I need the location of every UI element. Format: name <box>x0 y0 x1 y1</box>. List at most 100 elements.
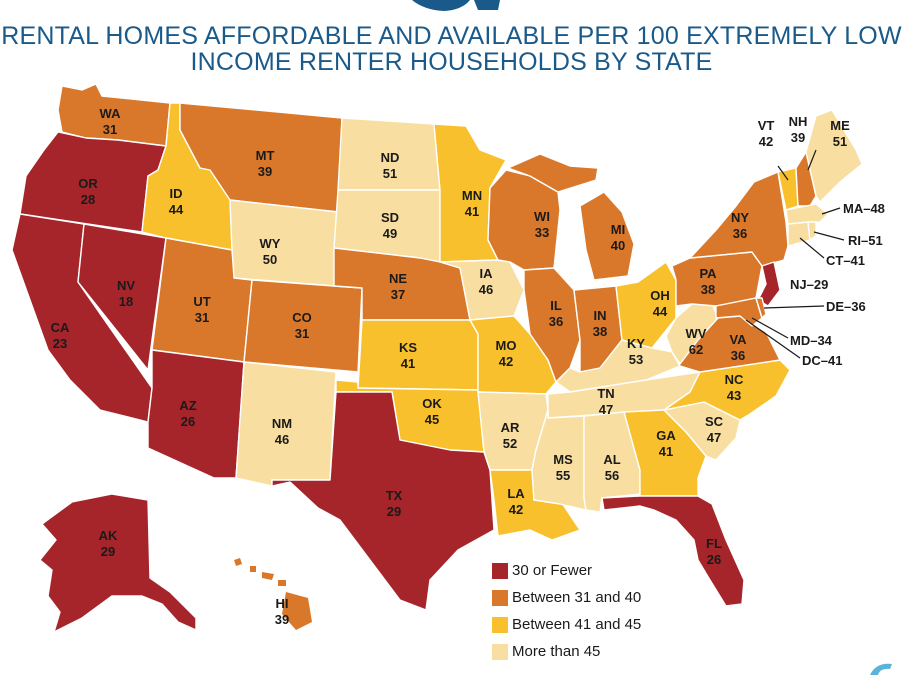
label-ne-value: 37 <box>391 287 405 302</box>
label-wv-value: 62 <box>689 342 703 357</box>
state-ri <box>807 221 817 241</box>
label-ks-value: 41 <box>401 356 415 371</box>
label-ny-value: 36 <box>733 226 747 241</box>
label-pa-value: 38 <box>701 282 715 297</box>
label-la-name: LA <box>507 486 525 501</box>
label-nm-value: 46 <box>275 432 289 447</box>
state-ct <box>787 221 811 247</box>
label-ak-name: AK <box>99 528 118 543</box>
state-co <box>243 279 363 373</box>
label-nd-value: 51 <box>383 166 397 181</box>
legend-label: 30 or Fewer <box>512 562 593 579</box>
legend-label: Between 41 and 45 <box>512 616 642 633</box>
label-la-value: 42 <box>509 502 523 517</box>
state-ak <box>39 493 197 633</box>
legend-swatch <box>492 617 508 633</box>
legend: 30 or Fewer Between 31 and 40 Between 41… <box>492 560 712 668</box>
legend-item-more-than-45: More than 45 <box>492 641 712 668</box>
legend-item-30-or-fewer: 30 or Fewer <box>492 560 712 587</box>
legend-swatch <box>492 563 508 579</box>
state-nj <box>757 261 781 307</box>
label-mn-name: MN <box>462 188 482 203</box>
corner-logo-fragment <box>870 663 892 675</box>
label-id-value: 44 <box>169 202 184 217</box>
legend-item-41-45: Between 41 and 45 <box>492 614 712 641</box>
label-ri: RI–51 <box>848 233 883 248</box>
state-ny <box>689 171 789 267</box>
label-mo-value: 42 <box>499 354 513 369</box>
label-vt-value: 42 <box>759 134 773 149</box>
state-tx <box>271 391 495 611</box>
label-ne-name: NE <box>389 271 407 286</box>
label-dc: DC–41 <box>802 353 842 368</box>
label-nv-value: 18 <box>119 294 133 309</box>
label-ma: MA–48 <box>843 201 885 216</box>
label-sc-value: 47 <box>707 430 721 445</box>
label-ut-name: UT <box>193 294 210 309</box>
label-ky-value: 53 <box>629 352 643 367</box>
label-nj: NJ–29 <box>790 277 828 292</box>
label-wi-value: 33 <box>535 225 549 240</box>
label-mt-name: MT <box>256 148 275 163</box>
state-hi <box>234 558 312 630</box>
leader-de <box>763 305 825 309</box>
label-me-name: ME <box>830 118 850 133</box>
label-nv-name: NV <box>117 278 135 293</box>
state-mi <box>579 191 635 281</box>
label-va-value: 36 <box>731 348 745 363</box>
label-md: MD–34 <box>790 333 833 348</box>
label-ut-value: 31 <box>195 310 209 325</box>
leader-md <box>751 317 789 339</box>
label-ar-name: AR <box>501 420 520 435</box>
label-nh-value: 39 <box>791 130 805 145</box>
label-nm-name: NM <box>272 416 292 431</box>
label-me-value: 51 <box>833 134 847 149</box>
label-nc-value: 43 <box>727 388 741 403</box>
label-in-value: 38 <box>593 324 607 339</box>
label-fl-value: 26 <box>707 552 721 567</box>
label-hi-name: HI <box>276 596 289 611</box>
leader-ri <box>813 231 845 241</box>
label-ny-name: NY <box>731 210 749 225</box>
label-oh-name: OH <box>650 288 670 303</box>
label-il-value: 36 <box>549 314 563 329</box>
label-nd-name: ND <box>381 150 400 165</box>
label-wv-name: WV <box>686 326 707 341</box>
label-ct: CT–41 <box>826 253 865 268</box>
label-de: DE–36 <box>826 299 866 314</box>
legend-label: Between 31 and 40 <box>512 589 642 606</box>
label-ok-name: OK <box>422 396 442 411</box>
state-nh <box>795 151 817 207</box>
state-ma <box>785 203 829 225</box>
label-tx-name: TX <box>386 488 403 503</box>
title-line-2: INCOME RENTER HOUSEHOLDS BY STATE <box>190 48 713 76</box>
label-ok-value: 45 <box>425 412 439 427</box>
state-de <box>755 297 767 319</box>
label-mo-name: MO <box>496 338 517 353</box>
label-fl-name: FL <box>706 536 722 551</box>
state-fl <box>601 495 745 607</box>
label-wy-name: WY <box>260 236 281 251</box>
state-ks <box>357 319 479 391</box>
label-in-name: IN <box>594 308 607 323</box>
state-wy <box>229 199 339 287</box>
label-wy-value: 50 <box>263 252 277 267</box>
label-ky-name: KY <box>627 336 645 351</box>
label-ms-value: 55 <box>556 468 570 483</box>
label-oh-value: 44 <box>653 304 668 319</box>
leader-ma <box>821 207 841 215</box>
label-or-name: OR <box>78 176 98 191</box>
label-vt-name: VT <box>758 118 775 133</box>
legend-item-31-40: Between 31 and 40 <box>492 587 712 614</box>
label-mn-value: 41 <box>465 204 479 219</box>
state-pa <box>671 251 763 307</box>
label-ia-name: IA <box>480 266 494 281</box>
label-id-name: ID <box>170 186 183 201</box>
label-ak-value: 29 <box>101 544 115 559</box>
label-va-name: VA <box>729 332 747 347</box>
label-ca-name: CA <box>51 320 70 335</box>
label-ks-name: KS <box>399 340 417 355</box>
state-mi-upper <box>507 153 599 193</box>
